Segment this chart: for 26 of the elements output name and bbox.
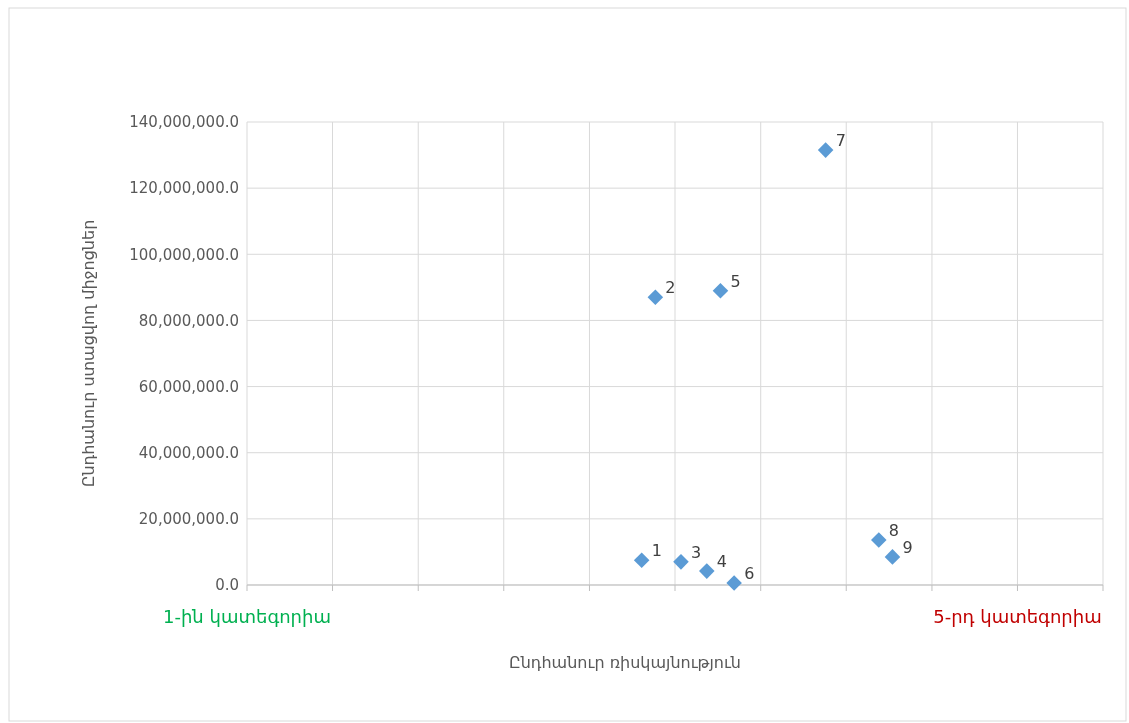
point	[699, 563, 715, 579]
y-tick-label: 60,000,000.0	[138, 377, 239, 396]
annotation: 1	[651, 541, 662, 561]
point	[673, 554, 689, 570]
y-tick-label: 140,000,000.0	[129, 113, 239, 132]
y-axis-title: Ընդհանուր ստացվող միջոցներ	[79, 219, 98, 488]
annotation: 2	[665, 278, 676, 298]
y-tick-label: 0.0	[215, 576, 239, 595]
y-tick-label: 40,000,000.0	[138, 443, 239, 462]
annotation: 6	[744, 564, 755, 584]
annotation: 4	[716, 552, 727, 572]
annotation: 5	[730, 271, 741, 291]
point	[884, 549, 901, 565]
x-tick-label: 1-ին կատեգորիա	[163, 606, 331, 627]
point	[871, 532, 887, 548]
y-tick-label: 120,000,000.0	[129, 179, 239, 198]
y-tick-label: 80,000,000.0	[138, 311, 239, 330]
annotation: 3	[690, 542, 702, 562]
annotation: 7	[835, 131, 846, 151]
annotation: 8	[888, 521, 899, 541]
x-axis-title: Ընդհանուր ռիսկայնություն	[509, 653, 741, 672]
point	[726, 575, 742, 591]
y-tick-label: 20,000,000.0	[138, 510, 239, 529]
x-tick-label: 5-րդ կատեգորիա	[933, 606, 1102, 627]
y-tick-label: 100,000,000.0	[129, 245, 239, 264]
annotation: 9	[902, 537, 913, 557]
